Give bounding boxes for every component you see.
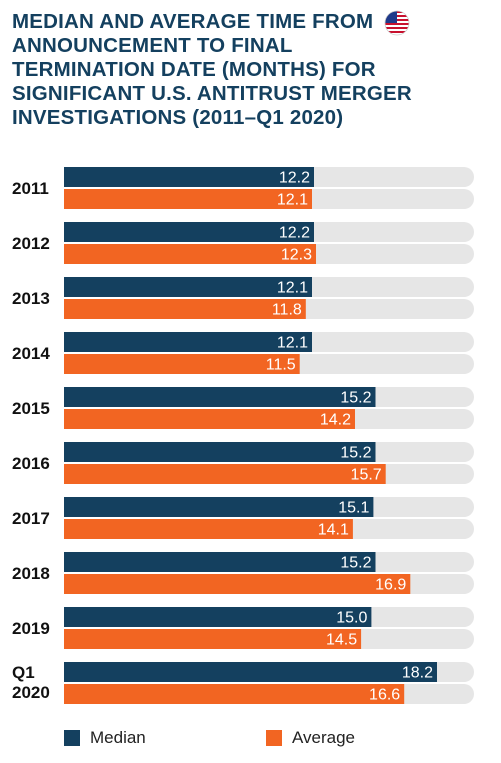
category-label: 2018 — [12, 564, 50, 583]
category-group: 2012 12.2 12.3 — [12, 222, 474, 264]
value-label-average: 14.1 — [318, 522, 349, 539]
legend-label-average: Average — [292, 728, 356, 747]
value-label-average: 12.3 — [281, 247, 312, 264]
value-label-median: 15.2 — [340, 445, 371, 462]
value-label-average: 11.5 — [266, 357, 296, 374]
category-label: 2014 — [12, 344, 50, 363]
bar-average — [64, 409, 355, 429]
legend-swatch-average — [266, 730, 282, 746]
us-flag-icon — [384, 10, 410, 36]
value-label-median: 18.2 — [402, 665, 433, 682]
bar-average — [64, 354, 300, 374]
value-label-median: 12.2 — [279, 170, 310, 187]
category-label: 2016 — [12, 454, 50, 473]
category-label: 2011 — [12, 179, 49, 198]
category-group: 2017 15.1 14.1 — [12, 497, 474, 539]
category-group: Q1 2020 18.216.6 — [12, 662, 474, 704]
bar-median — [64, 662, 437, 682]
category-label: 2017 — [12, 509, 50, 528]
category-label: 2019 — [12, 619, 50, 638]
value-label-median: 12.2 — [279, 225, 310, 242]
bar-median — [64, 387, 376, 407]
value-label-average: 11.8 — [272, 302, 302, 319]
legend-swatch-median — [64, 730, 80, 746]
value-label-average: 16.9 — [375, 577, 406, 594]
category-label: 2012 — [12, 234, 50, 253]
legend-label-median: Median — [90, 728, 146, 747]
value-label-average: 15.7 — [351, 467, 382, 484]
value-label-median: 15.1 — [338, 500, 369, 517]
bar-average — [64, 299, 306, 319]
bar-average — [64, 684, 405, 704]
value-label-average: 14.2 — [320, 412, 351, 429]
category-group: 2013 12.1 11.8 — [12, 277, 474, 319]
value-label-average: 12.1 — [277, 192, 308, 209]
bar-median — [64, 167, 314, 187]
bar-median — [64, 607, 372, 627]
bar-median — [64, 552, 376, 572]
bar-average — [64, 244, 316, 264]
value-label-median: 12.1 — [277, 280, 308, 297]
category-label: Q1 2020 — [12, 663, 50, 702]
category-label: 2015 — [12, 399, 50, 418]
value-label-median: 15.2 — [340, 390, 371, 407]
value-label-average: 14.5 — [326, 632, 357, 649]
category-group: 2018 15.216.9 — [12, 552, 474, 594]
value-label-median: 12.1 — [277, 335, 308, 352]
bar-average — [64, 464, 386, 484]
category-label: 2013 — [12, 289, 50, 308]
bar-average — [64, 519, 353, 539]
bar-median — [64, 442, 376, 462]
legend-item-average: Average — [266, 727, 355, 749]
bar-average — [64, 189, 312, 209]
bar-median — [64, 277, 312, 297]
category-group: 2019 15.0 14.5 — [12, 607, 474, 649]
bar-median — [64, 332, 312, 352]
bar-median — [64, 222, 314, 242]
legend-item-median: Median — [64, 727, 146, 749]
chart-title: MEDIAN AND AVERAGE TIME FROM ANNOUNCEMEN… — [12, 10, 412, 129]
value-label-median: 15.0 — [336, 610, 367, 627]
bar-average — [64, 629, 362, 649]
category-group: 2015 15.2 14.2 — [12, 387, 474, 429]
category-group: 2016 15.2 15.7 — [12, 442, 474, 484]
category-group: 2014 12.1 11.5 — [12, 332, 474, 374]
value-label-average: 16.6 — [369, 687, 400, 704]
value-label-median: 15.2 — [340, 555, 371, 572]
bar-median — [64, 497, 374, 517]
bar-average — [64, 574, 411, 594]
category-group: 2011 12.2 12.1 — [12, 167, 474, 209]
